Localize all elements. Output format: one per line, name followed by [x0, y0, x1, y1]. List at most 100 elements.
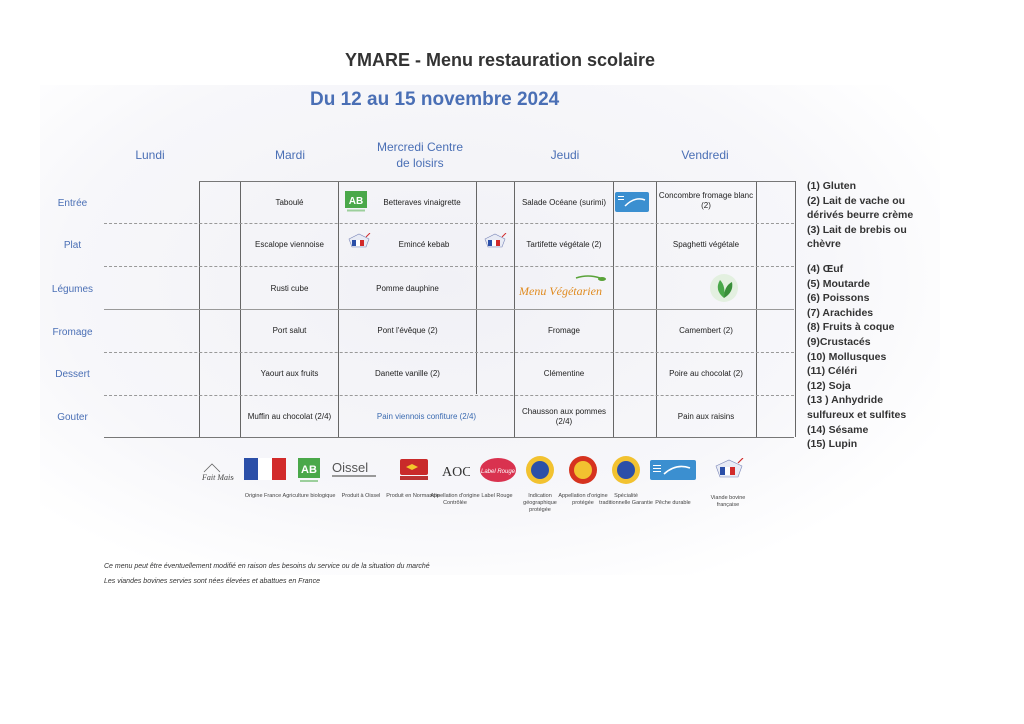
normandie-logo: [400, 459, 428, 486]
grid-line: [104, 352, 794, 353]
peche-durable-logo: [615, 192, 649, 217]
svg-text:AB: AB: [301, 464, 317, 476]
day-header-jeudi: Jeudi: [550, 148, 580, 162]
grid-line: [104, 223, 794, 224]
svg-text:AOC: AOC: [442, 465, 470, 480]
allergen-item: chèvre: [807, 238, 841, 251]
svg-text:Fait Maison: Fait Maison: [201, 473, 234, 482]
aop-logo: [568, 455, 598, 490]
grid-line: [104, 395, 794, 396]
row-label-legumes: Légumes: [51, 284, 94, 295]
menu-cell-mercredi-gouter: Pain viennois confiture (2/4): [376, 412, 477, 421]
svg-text:Label Rouge: Label Rouge: [481, 469, 516, 475]
allergen-list: (1) Gluten (2) Lait de vache ou dérivés …: [807, 179, 937, 452]
allergen-item: (5) Moutarde: [807, 277, 870, 290]
label-rouge-logo: Label Rouge: [478, 456, 518, 489]
allergen-item: (2) Lait de vache ou: [807, 194, 906, 207]
origine-france-flag-icon: [244, 458, 288, 485]
allergen-item: sulfureux et sulfites: [807, 408, 907, 421]
ab-logo: AB: [345, 191, 367, 218]
menu-cell-mercredi-legumes: Pomme dauphine: [376, 284, 439, 293]
allergen-item: (10) Mollusques: [807, 350, 887, 363]
grid-line: [795, 181, 796, 437]
allergen-item: (13 ) Anhydride: [807, 394, 884, 407]
menu-cell-jeudi-fromage: Fromage: [547, 326, 580, 335]
fait-maison-logo: Fait Maison: [198, 458, 241, 489]
menu-cell-vendredi-plat: Spaghetti végétale: [672, 240, 740, 249]
aoc-logo: AOC: [440, 458, 472, 489]
menu-cell-vendredi-gouter: Pain aux raisins: [677, 412, 735, 421]
page-title: YMARE - Menu restauration scolaire: [344, 50, 656, 70]
menu-cell-mardi-fromage: Port salut: [272, 326, 307, 335]
scan-background: [40, 85, 940, 575]
menu-cell-mercredi-plat: Emincé kebab: [398, 240, 450, 249]
leaf-icon: [706, 272, 742, 309]
row-label-dessert: Dessert: [55, 369, 90, 380]
logo-label: Appellation d'origine protégée: [558, 493, 608, 506]
menu-cell-vendredi-dessert: Poire au chocolat (2): [669, 369, 743, 378]
logo-label: Origine France: [244, 493, 282, 499]
peche-durable-logo: [650, 460, 696, 485]
french-beef-logo: [712, 457, 746, 489]
day-header-mardi: Mardi: [274, 148, 305, 162]
menu-cell-jeudi-gouter: Chausson aux pommes (2/4): [521, 407, 607, 426]
ab-logo: AB: [298, 458, 320, 489]
logo-label: Pêche durable: [655, 500, 691, 506]
logo-label: Agriculture biologique: [282, 493, 336, 499]
row-label-gouter: Gouter: [57, 412, 88, 423]
french-beef-logo: [346, 232, 372, 258]
logo-label: Indication géographique protégée: [523, 493, 557, 513]
allergen-item: (9)Crustacés: [807, 335, 871, 348]
grid-line: [104, 266, 794, 267]
grid-line: [104, 437, 794, 438]
igp-logo: [525, 455, 555, 490]
menu-cell-mardi-plat: Escalope viennoise: [255, 240, 324, 249]
row-label-fromage: Fromage: [52, 327, 93, 338]
logo-label: Label Rouge: [481, 493, 513, 499]
day-header-mercredi: Mercredi Centre de loisirs: [376, 140, 464, 170]
day-header-lundi: Lundi: [135, 148, 165, 162]
footnote-beef-origin: Les viandes bovines servies sont nées él…: [104, 578, 320, 585]
allergen-item: (6) Poissons: [807, 292, 870, 305]
menu-vegetarien-logo: Menu Végétarien: [516, 272, 616, 309]
logo-label: Spécialité traditionnelle Garantie: [599, 493, 653, 506]
allergen-item: (3) Lait de brebis ou: [807, 223, 907, 236]
svg-text:AB: AB: [349, 196, 363, 207]
allergen-item: dérivés beurre crème: [807, 209, 914, 222]
allergen-item: (4) Œuf: [807, 262, 844, 275]
menu-cell-mardi-dessert: Yaourt aux fruits: [260, 369, 319, 378]
menu-cell-mercredi-fromage: Pont l'évêque (2): [377, 326, 438, 335]
allergen-item: (14) Sésame: [807, 423, 869, 436]
stg-logo: [611, 455, 641, 490]
grid-line: [104, 309, 794, 310]
row-label-entree: Entrée: [57, 198, 88, 209]
footnote-menu-change: Ce menu peut être éventuellement modifié…: [104, 563, 430, 570]
menu-cell-mercredi-dessert: Danette vanille (2): [375, 369, 440, 378]
allergen-item: (15) Lupin: [807, 438, 858, 451]
date-range: Du 12 au 15 novembre 2024: [310, 89, 560, 110]
allergen-item: (8) Fruits à coque: [807, 321, 895, 334]
menu-cell-jeudi-entree: Salade Océane (surimi): [521, 198, 607, 207]
menu-cell-jeudi-dessert: Clémentine: [543, 369, 585, 378]
menu-cell-vendredi-fromage: Camembert (2): [679, 326, 733, 335]
day-header-vendredi: Vendredi: [681, 148, 729, 162]
grid-line: [199, 181, 795, 182]
menu-cell-mardi-gouter: Muffin au chocolat (2/4): [247, 412, 332, 421]
french-beef-logo: [482, 232, 508, 258]
svg-text:Oissel: Oissel: [332, 460, 368, 475]
grid-line: [476, 181, 477, 394]
logo-label: Appellation d'origine Contrôlée: [430, 493, 480, 506]
oissel-logo: Oissel: [328, 458, 382, 489]
logo-label: Viande bovine française: [710, 495, 746, 508]
svg-text:Menu Végétarien: Menu Végétarien: [518, 284, 602, 298]
row-label-plat: Plat: [63, 240, 82, 251]
menu-cell-mardi-legumes: Rusti cube: [270, 284, 309, 293]
menu-cell-mardi-entree: Taboulé: [275, 198, 304, 207]
allergen-item: (11) Céléri: [807, 365, 858, 378]
logo-label: Produit en Normandie: [386, 493, 440, 499]
allergen-item: (12) Soja: [807, 379, 851, 392]
menu-cell-mercredi-entree: Betteraves vinaigrette: [383, 198, 461, 207]
menu-cell-jeudi-plat: Tartifette végétale (2): [526, 240, 602, 249]
logo-label: Produit à Oissel: [341, 493, 381, 499]
menu-cell-vendredi-entree: Concombre fromage blanc (2): [658, 191, 754, 210]
